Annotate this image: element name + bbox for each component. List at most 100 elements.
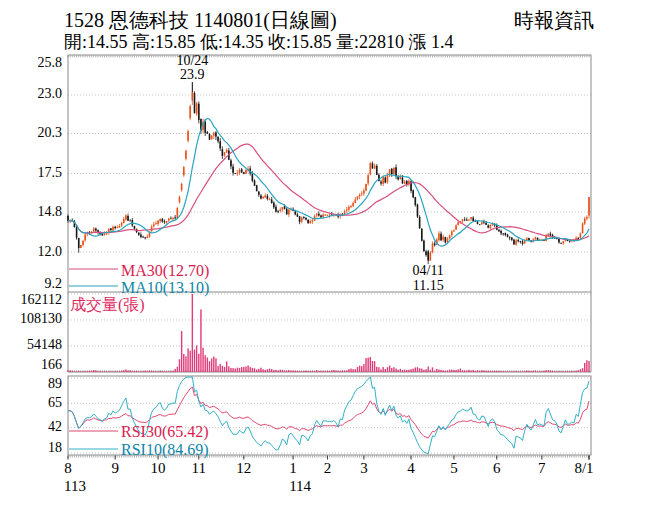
candle-body xyxy=(303,217,305,218)
price-axis-label: 9.2 xyxy=(0,276,62,292)
volume-bar xyxy=(200,309,201,372)
candle-body xyxy=(520,241,522,242)
candle-body xyxy=(286,209,288,215)
candle-body xyxy=(305,218,307,220)
volume-bar xyxy=(397,370,398,372)
volume-bar xyxy=(95,370,96,372)
volume-bar xyxy=(147,371,148,372)
peak-annotation-price: 23.9 xyxy=(167,67,217,83)
volume-bar xyxy=(299,371,300,372)
candle-body xyxy=(187,131,189,140)
volume-bar xyxy=(337,371,338,372)
candle-body xyxy=(189,106,191,118)
volume-bar xyxy=(513,371,514,372)
volume-bar xyxy=(365,358,366,372)
volume-bar xyxy=(496,371,497,372)
volume-bar xyxy=(280,370,281,372)
candle-body xyxy=(76,227,78,238)
volume-bar xyxy=(168,371,169,372)
candle-body xyxy=(245,170,247,174)
candle-body xyxy=(288,210,290,215)
candle-body xyxy=(485,223,487,225)
candle-body xyxy=(237,173,239,174)
volume-bar xyxy=(535,371,536,372)
price-axis-label: 14.8 xyxy=(0,204,62,220)
volume-bar xyxy=(78,371,79,372)
volume-title: 成交量(張) xyxy=(70,295,145,316)
trough-annotation-price: 11.15 xyxy=(403,278,453,294)
candle-body xyxy=(140,235,142,237)
volume-bar xyxy=(470,371,471,372)
candle-body xyxy=(586,217,588,219)
volume-bar xyxy=(460,369,461,372)
volume-bar xyxy=(67,370,68,372)
candle-body xyxy=(318,214,320,216)
volume-bar xyxy=(215,358,216,372)
volume-bar xyxy=(395,369,396,372)
candle-body xyxy=(84,235,86,241)
candle-body xyxy=(344,211,346,214)
volume-axis-label: 108130 xyxy=(0,311,62,327)
volume-bar xyxy=(166,371,167,372)
volume-bar xyxy=(247,365,248,372)
volume-bar xyxy=(423,370,424,372)
rsi-axis-label: 42 xyxy=(0,419,62,435)
volume-bar xyxy=(565,371,566,372)
volume-bar xyxy=(400,369,401,372)
volume-bar xyxy=(295,371,296,372)
candle-body xyxy=(273,203,275,208)
volume-bar xyxy=(331,370,332,372)
volume-bar xyxy=(558,371,559,372)
candle-body xyxy=(430,252,432,260)
volume-bar xyxy=(578,370,579,372)
candle-body xyxy=(260,195,262,198)
candle-body xyxy=(125,215,127,219)
candle-body xyxy=(385,178,387,183)
volume-bar xyxy=(380,370,381,372)
volume-bar xyxy=(464,370,465,372)
volume-bar xyxy=(363,364,364,372)
candle-body xyxy=(181,184,183,190)
candle-body xyxy=(258,192,260,195)
volume-bar xyxy=(318,371,319,372)
price-axis-label: 17.5 xyxy=(0,165,62,181)
ma30-line xyxy=(68,144,589,240)
volume-bar xyxy=(110,371,111,372)
candle-body xyxy=(550,234,552,236)
volume-bar xyxy=(228,366,229,372)
volume-bar xyxy=(541,371,542,372)
candle-body xyxy=(327,215,329,216)
volume-bar xyxy=(408,370,409,372)
candle-body xyxy=(350,206,352,207)
volume-bar xyxy=(402,370,403,372)
candle-body xyxy=(481,222,483,224)
volume-bar xyxy=(119,371,120,372)
candle-body xyxy=(157,221,159,224)
candle-body xyxy=(445,237,447,243)
volume-bar xyxy=(220,364,221,372)
volume-bar xyxy=(436,369,437,372)
volume-bar xyxy=(106,371,107,372)
volume-bar xyxy=(453,370,454,372)
volume-bar xyxy=(488,371,489,372)
volume-bar xyxy=(112,371,113,372)
candle-body xyxy=(346,209,348,210)
volume-bar xyxy=(560,371,561,372)
volume-bar xyxy=(511,371,512,372)
volume-bar xyxy=(451,370,452,372)
volume-bar xyxy=(320,371,321,372)
volume-bar xyxy=(250,367,251,372)
volume-bar xyxy=(177,367,178,372)
volume-bar xyxy=(245,366,246,372)
candle-body xyxy=(395,167,397,176)
volume-bar xyxy=(475,371,476,372)
candle-body xyxy=(147,236,149,238)
candle-body xyxy=(434,243,436,245)
volume-bar xyxy=(162,371,163,372)
candle-body xyxy=(222,149,224,156)
volume-bar xyxy=(149,371,150,372)
candle-body xyxy=(207,132,209,134)
rsi-axis-label: 65 xyxy=(0,395,62,411)
x-axis-month-label: 8 xyxy=(48,460,88,477)
volume-bar xyxy=(382,367,383,372)
